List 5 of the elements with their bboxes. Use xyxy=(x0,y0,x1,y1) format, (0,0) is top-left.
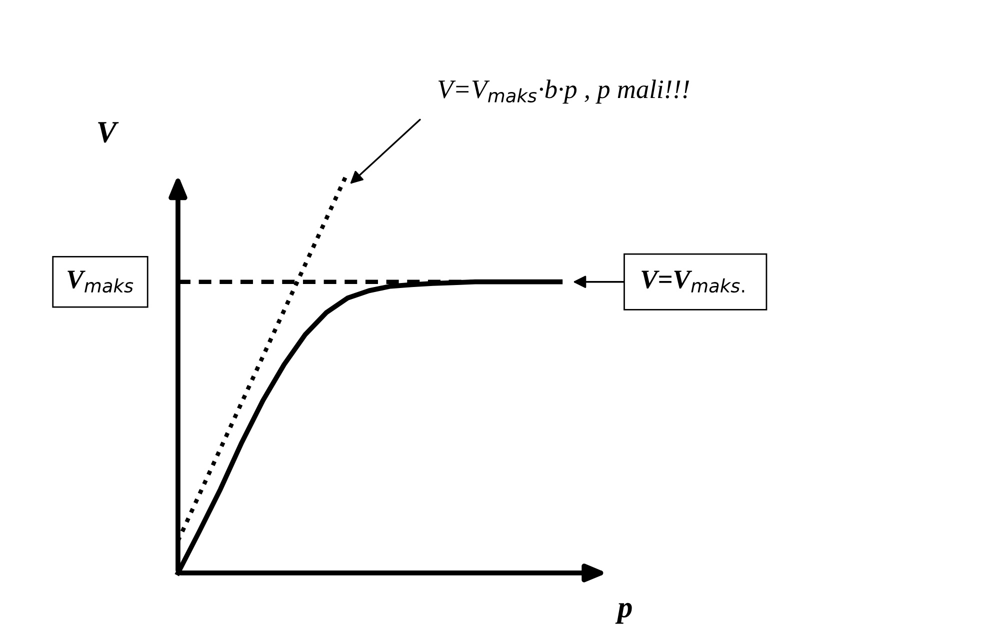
text: V=V$_{maks}$·b·p , p mali!!! xyxy=(438,80,690,104)
x-axis-title: p xyxy=(615,602,632,624)
y-axis-title: V xyxy=(98,122,119,143)
text: V=V$_{maks.}$ xyxy=(642,270,744,293)
ref-line-label: V$_{maks}$ xyxy=(68,270,134,293)
